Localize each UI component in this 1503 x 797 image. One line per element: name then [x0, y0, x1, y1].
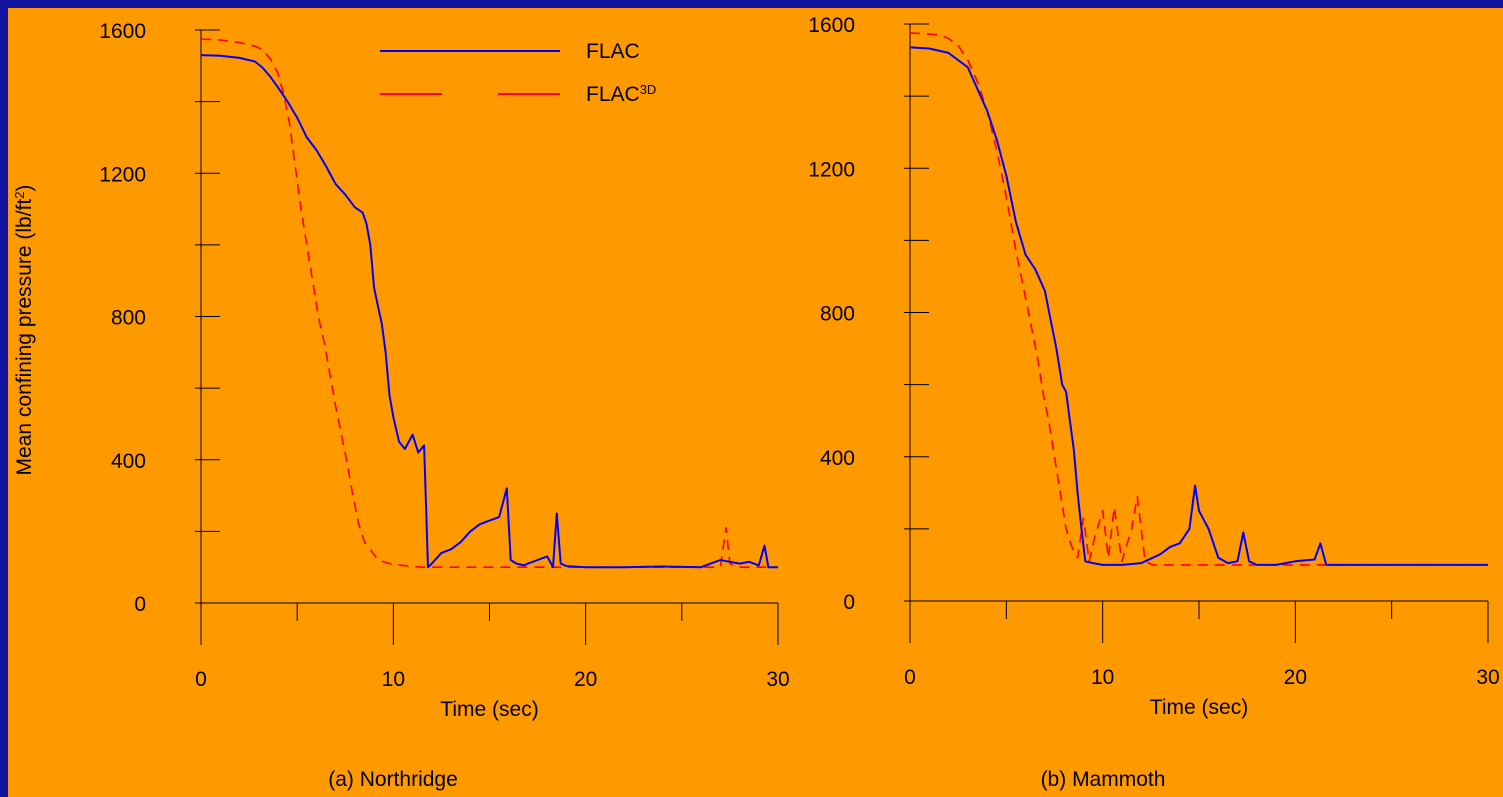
mammoth-y-tick-label: 0: [843, 591, 855, 614]
mammoth-y-tick-label: 400: [820, 447, 855, 470]
legend: FLAC FLAC3D: [380, 40, 656, 106]
legend-flac3d-label: FLAC3D: [586, 82, 656, 107]
northridge-x-axis-label: Time (sec): [440, 698, 538, 721]
northridge-y-tick-label: 800: [111, 307, 146, 330]
mammoth-x-tick-label: 20: [1284, 666, 1307, 689]
northridge-x-tick-label: 10: [382, 668, 405, 691]
mammoth-y-tick-label: 800: [820, 303, 855, 326]
northridge-caption: (a) Northridge: [328, 768, 458, 791]
northridge-y-tick-label: 1200: [99, 163, 146, 186]
northridge-y-tick-label: 400: [111, 450, 146, 473]
mammoth-caption: (b) Mammoth: [1041, 768, 1166, 791]
mammoth-x-tick-label: 0: [904, 666, 916, 689]
northridge-series-flac: [200, 54, 778, 569]
mammoth-y-tick-label: 1600: [808, 14, 855, 37]
northridge-x-tick-label: 0: [195, 668, 207, 691]
mammoth-x-axis-label: Time (sec): [1150, 696, 1248, 719]
mammoth-x-tick-label: 10: [1091, 666, 1114, 689]
mammoth-y-tick-label: 1200: [808, 158, 855, 181]
mammoth-series-flac3d: [909, 32, 1488, 566]
northridge-y-tick-label: 0: [134, 593, 146, 616]
y-axis-label: Mean confining pressure (lb/ft2): [12, 185, 37, 476]
northridge-y-tick-label: 1600: [99, 20, 146, 43]
figure: Mean confining pressure (lb/ft2) FLAC FL…: [8, 8, 1503, 797]
charts-canvas: Mean confining pressure (lb/ft2) FLAC FL…: [12, 14, 1500, 791]
mammoth-x-tick-label: 30: [1476, 666, 1499, 689]
legend-flac-label: FLAC: [586, 40, 640, 63]
northridge-x-tick-label: 20: [574, 668, 597, 691]
northridge-x-tick-label: 30: [766, 668, 789, 691]
northridge-series-flac3d: [200, 38, 778, 569]
mammoth-series-flac: [909, 46, 1488, 566]
